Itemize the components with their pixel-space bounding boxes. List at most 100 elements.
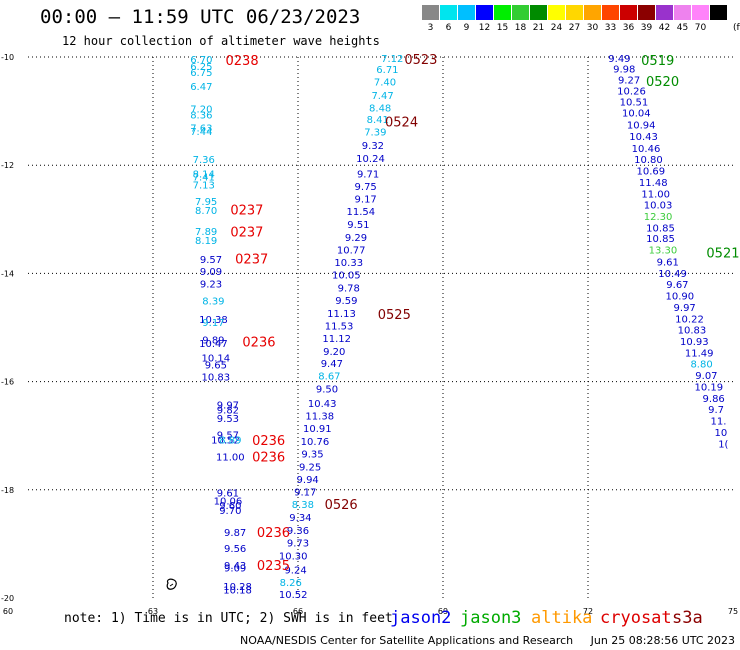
wave-height-value: 9.7 [708,405,724,416]
wave-height-value: 9.09 [200,267,222,278]
wave-height-value: 10.43 [629,132,658,143]
latitude-tick-label: -20 [1,594,14,603]
satellite-legend-jason3: jason3 [460,608,522,628]
wave-height-value: 10.91 [303,424,332,435]
wave-height-value: 10.04 [622,109,651,120]
wave-height-value: 7.40 [374,77,396,88]
pass-time-label: 0237 [235,252,268,267]
legend-label: 70 [694,23,707,33]
wave-height-value: 6.47 [190,82,212,93]
wave-height-value: 9.89 [202,335,224,346]
wave-height-value: 9.43 [224,561,246,572]
wave-height-value: 9.25 [299,463,321,474]
wave-height-value: 9.34 [289,513,311,524]
wave-height-value: 8.14 [193,169,215,180]
wave-height-value: 8.39 [202,296,224,307]
wave-height-value: 7.63 [190,123,212,134]
map-axis-ticks: 60 63 66 69 72 75 -10 -12 -14 -16 -18 -20 [1,53,738,616]
wave-height-value: 9.09 [224,564,246,575]
wave-height-value: 11.54 [347,207,376,218]
wave-height-value: 9.49 [608,54,630,65]
wave-height-value: 9.17 [294,487,316,498]
wave-height-value: 9.35 [301,450,323,461]
longitude-tick-label: 66 [293,607,303,616]
wave-height-value: 10.77 [337,246,366,257]
wave-height-value: 8.80 [690,360,712,371]
longitude-tick-label: 60 [3,607,13,616]
wave-height-value: 9.59 [335,296,357,307]
wave-height-value: 10.14 [202,353,231,364]
longitude-tick-label: 75 [728,607,738,616]
wave-height-value: 7.95 [195,197,217,208]
pass-time-label: 0236 [252,434,285,449]
pass-time-label: 0519 [641,54,674,69]
wave-height-value: 6.70 [190,55,212,66]
wave-height-value: 7.20 [190,104,212,115]
legend-label: 6 [445,23,452,33]
wave-height-value: 8.41 [367,115,389,126]
wave-height-value: 10.26 [617,87,646,98]
wave-height-value: 9.87 [224,528,246,539]
footer-credit: NOAA/NESDIS Center for Satellite Applica… [240,634,735,647]
wave-height-value: 10.24 [356,154,385,165]
wave-height-value: 10.52 [211,435,240,446]
legend-label: 15 [496,23,509,33]
legend-unit: (ft) [733,23,740,33]
legend-label: 45 [676,23,689,33]
wave-height-value: 11.53 [325,321,354,332]
wave-height-value: 9.07 [695,371,717,382]
wave-height-value: 9.98 [613,64,635,75]
wave-height-value: 10.47 [199,339,228,350]
pass-time-label: 0236 [257,526,290,541]
latitude-tick-label: -14 [1,269,14,278]
wave-height-value: 10.18 [223,585,252,596]
pass-time-label: 0237 [230,204,263,219]
wave-height-value: 10 [715,428,728,439]
wave-height-value: 10.85 [646,223,675,234]
wave-height-value: 6.71 [376,65,398,76]
pass-time-label: 0526 [325,498,358,513]
wave-height-value: 10.38 [199,315,228,326]
wave-height-value: 9.70 [219,506,241,517]
wave-height-value: 9.86 [703,394,725,405]
latitude-tick-label: -10 [1,53,14,62]
wave-height-value: 7.13 [193,181,215,192]
page-subtitle: 12 hour collection of altimeter wave hei… [62,34,380,48]
wave-height-value: 11.00 [641,189,670,200]
legend-swatch [548,5,565,20]
legend-label: 39 [640,23,653,33]
pass-time-label: 0520 [646,75,679,90]
pass-time-label: 0236 [252,450,285,465]
satellite-legend-jason2: jason2 [390,608,452,628]
legend-label: 18 [514,23,527,33]
wave-height-value: 8.89 [219,435,241,446]
latitude-tick-label: -12 [1,161,14,170]
wave-height-value: 9.51 [347,220,369,231]
wave-height-value: 11.00 [216,452,245,463]
wave-height-value: 10.85 [646,234,675,245]
wave-height-value: 9.27 [618,76,640,87]
wave-height-value: 9.50 [316,385,338,396]
wave-height-value: 10.83 [678,326,707,337]
wave-height-value: 11. [711,417,727,428]
wave-height-value: 9.24 [284,565,306,576]
legend-swatch [656,5,673,20]
wave-height-value: 7.12 [381,54,403,65]
legend-label: 42 [658,23,671,33]
wave-height-value: 7.47 [371,91,393,102]
wave-height-value: 11.12 [322,334,351,345]
legend-swatch [674,5,691,20]
legend-swatch [638,5,655,20]
wave-height-value: 9.61 [657,257,679,268]
wave-height-value: 10.76 [301,437,330,448]
pass-time-label: 0524 [385,115,418,130]
wave-height-value: 10.30 [279,551,308,562]
wave-height-value: 9.56 [224,544,246,555]
legend-swatch [530,5,547,20]
wave-height-value: 7.41 [193,173,215,184]
wave-height-value: 7.89 [195,227,217,238]
wave-height-value: 9.60 [219,501,241,512]
legend-swatch [584,5,601,20]
wave-height-value: 10.52 [279,590,308,601]
page-title: 00:00 – 11:59 UTC 06/23/2023 [40,6,361,28]
